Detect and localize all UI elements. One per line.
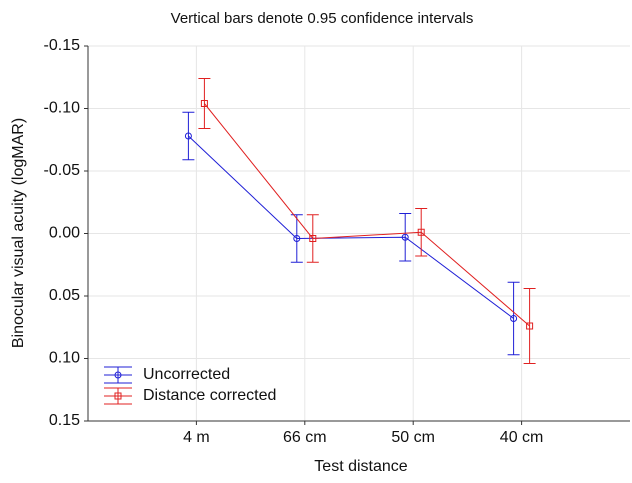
- y-tick-label: 0.10: [49, 350, 80, 367]
- x-tick-label: 40 cm: [500, 429, 544, 446]
- marker: [510, 315, 518, 322]
- legend-label: Uncorrected: [143, 366, 230, 383]
- x-tick-label: 4 m: [183, 429, 210, 446]
- marker: [309, 235, 317, 242]
- marker: [417, 228, 425, 236]
- y-tick-label: -0.15: [44, 37, 81, 54]
- y-tick-label: 0.00: [49, 225, 80, 242]
- chart-title: Vertical bars denote 0.95 confidence int…: [171, 10, 474, 27]
- marker: [293, 235, 301, 242]
- marker: [526, 322, 534, 330]
- y-tick-label: 0.15: [49, 412, 80, 429]
- marker: [200, 100, 208, 107]
- x-tick-label: 66 cm: [283, 429, 327, 446]
- x-tick-label: 50 cm: [391, 429, 435, 446]
- y-axis-label: Binocular visual acuity (logMAR): [10, 118, 27, 348]
- marker: [184, 132, 192, 140]
- x-axis-label: Test distance: [314, 458, 407, 475]
- marker: [114, 392, 122, 400]
- series-line: [204, 103, 530, 327]
- legend-label: Distance corrected: [143, 387, 276, 404]
- y-tick-label: -0.05: [44, 162, 81, 179]
- marker: [401, 233, 409, 241]
- y-tick-label: 0.05: [49, 287, 80, 304]
- marker: [114, 371, 122, 379]
- series-line: [188, 135, 514, 319]
- y-tick-label: -0.10: [44, 100, 81, 117]
